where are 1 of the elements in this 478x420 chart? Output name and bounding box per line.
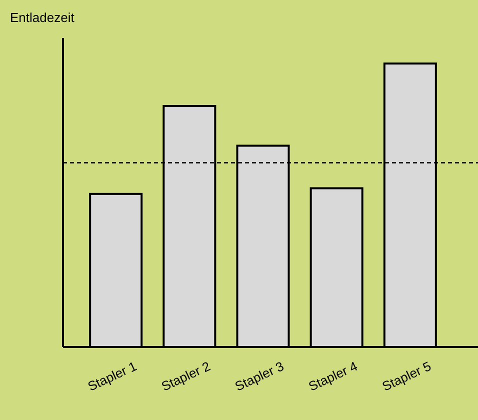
- y-axis-title: Entladezeit: [10, 10, 75, 25]
